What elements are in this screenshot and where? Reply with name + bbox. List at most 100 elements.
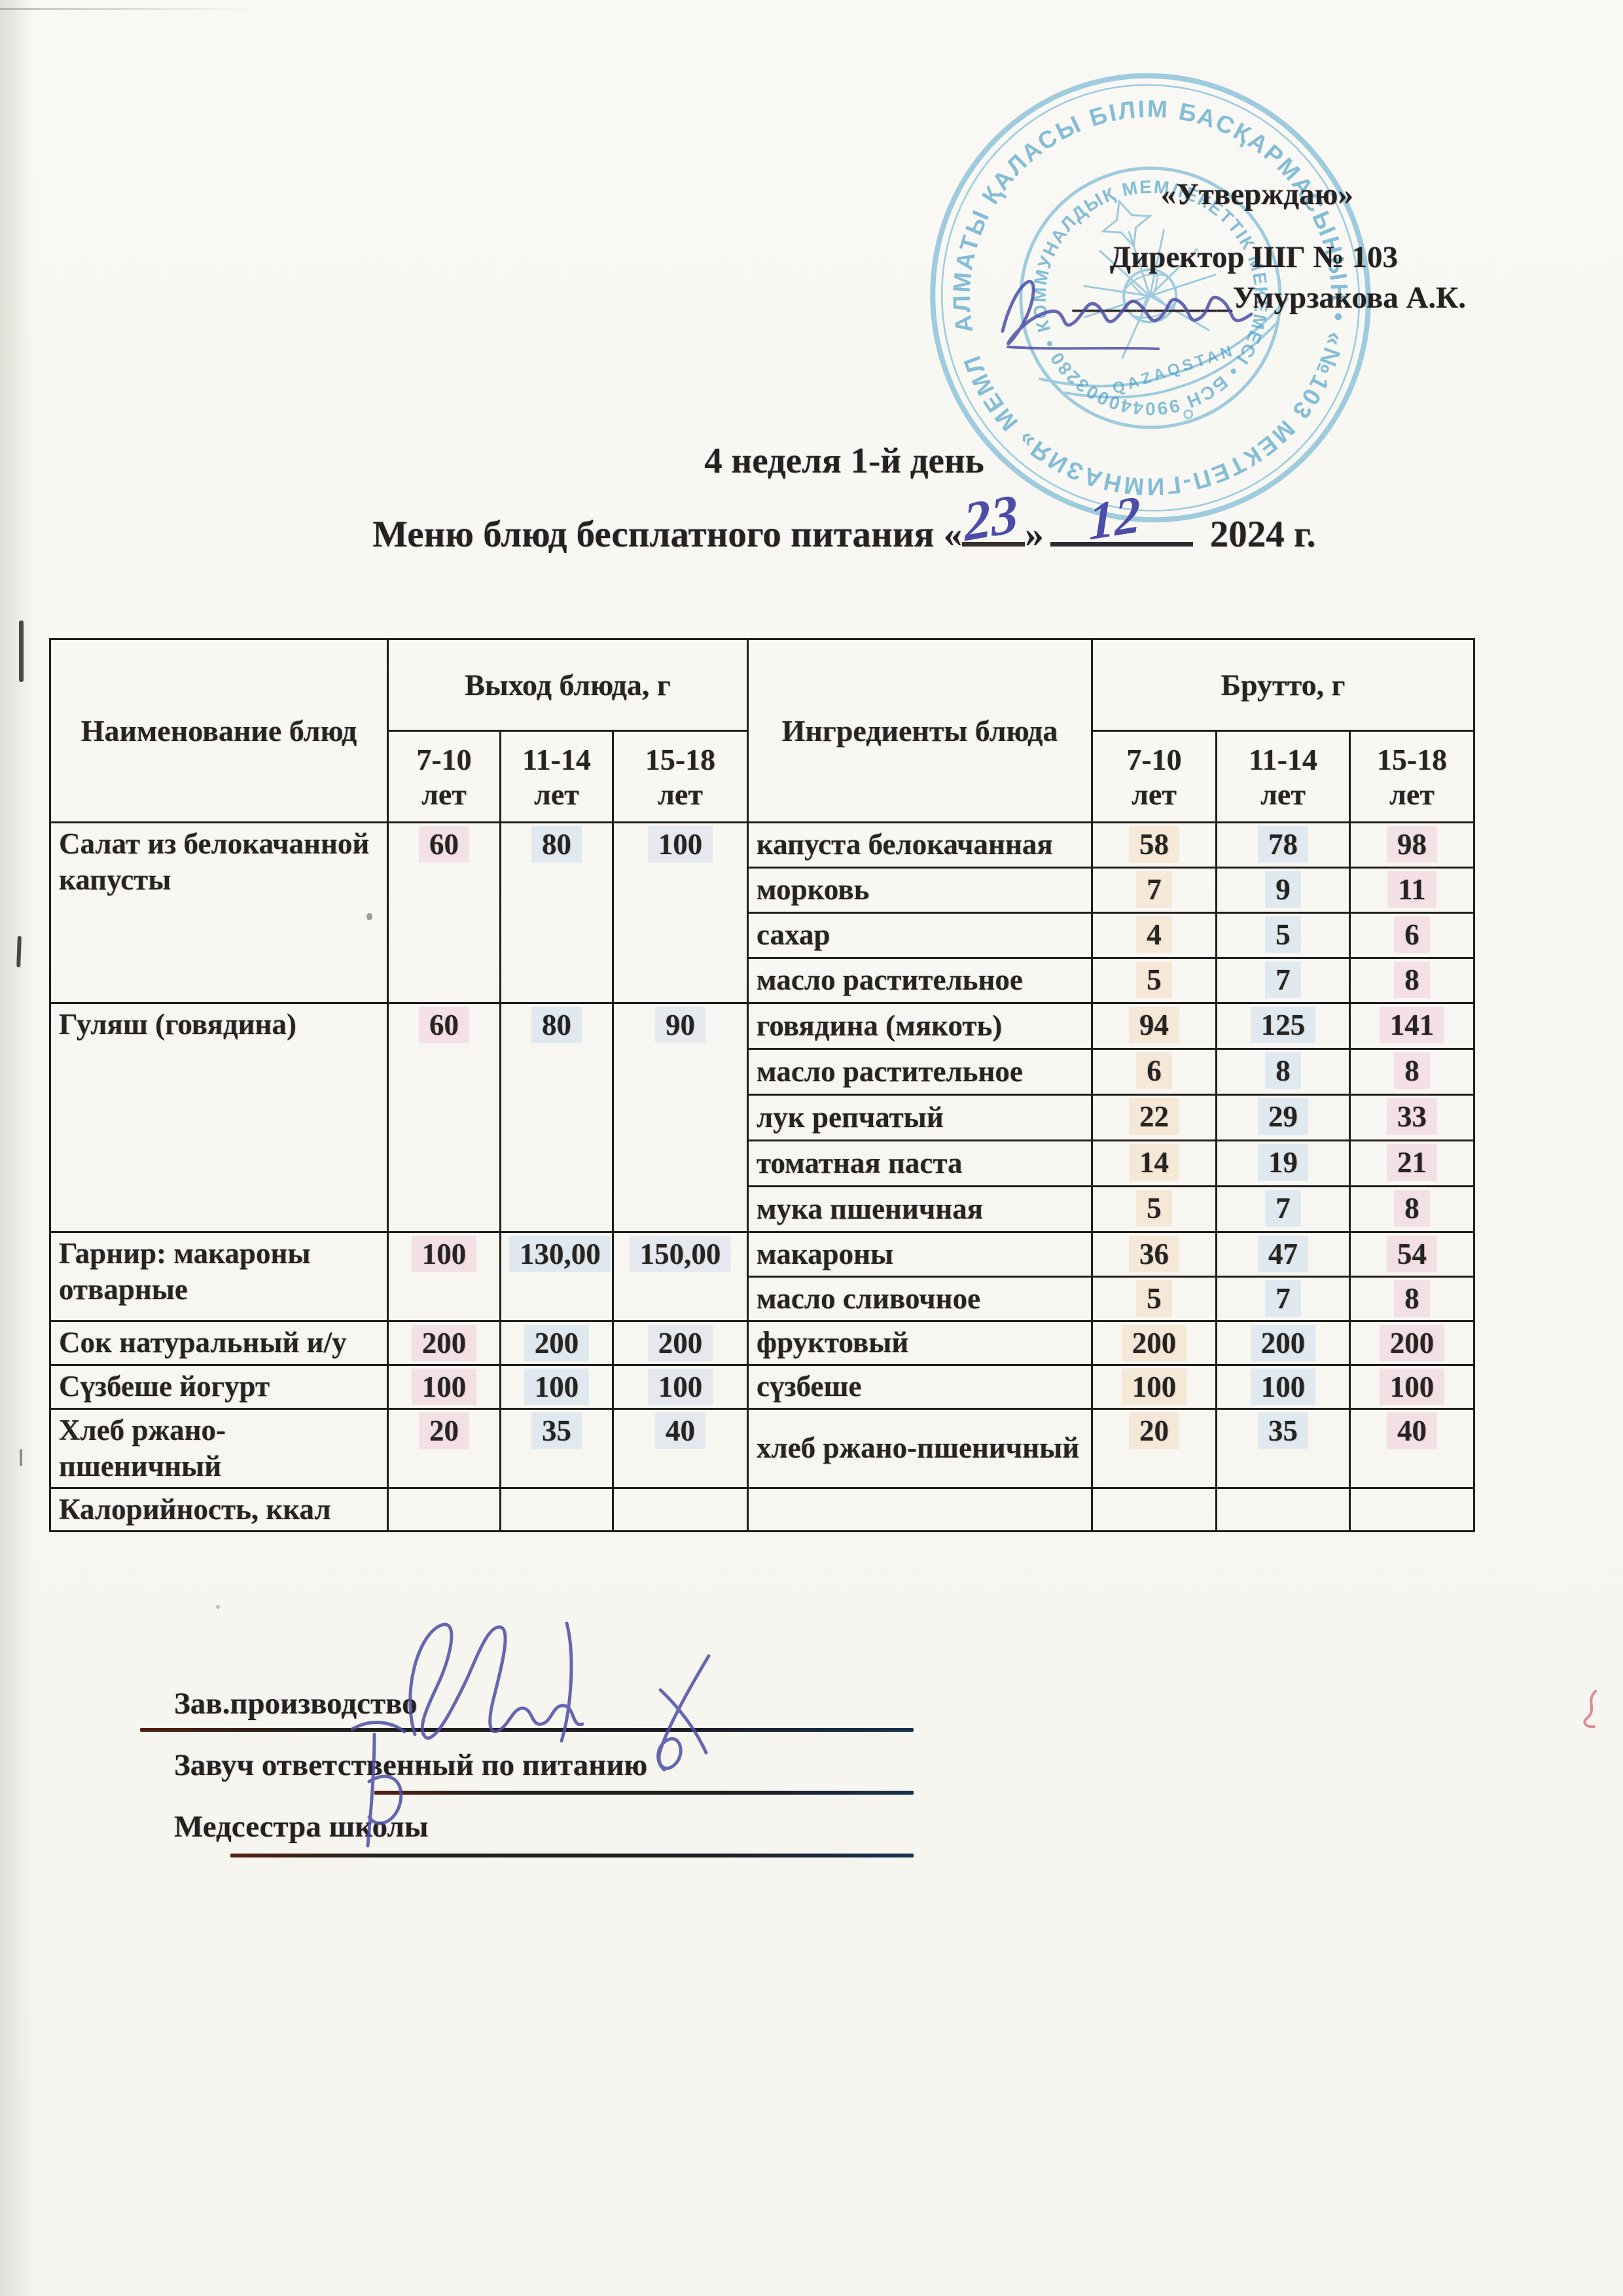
date-month-blank: 12 [1050,485,1193,552]
table-row: морковь 7 9 11 [50,867,1476,914]
brutto-value-cell: 5 [1215,912,1351,959]
brutto-value-cell: 8 [1349,1185,1476,1233]
table-header-row-2: 7-10 лет 11-14 лет 15-18 лет 7-10 лет 11… [50,730,1476,823]
table-row: масло сливочное 5 7 8 [50,1276,1476,1322]
header-age-11-14: 11-14 лет [1215,730,1351,823]
ingredient-name-cell: масло сливочное [747,1276,1094,1322]
zav-proizvodstvo-signature [408,1621,584,1743]
header-output: Выход блюда, г [386,638,749,732]
dish-name-cell: Гуляш (говядина) [49,1002,389,1233]
header-dish-name: Наименование блюд [49,638,389,823]
brutto-value-cell [1091,1486,1218,1532]
table-row: Салат из белокачанной капусты 60 80 100 капу… [49,821,1476,1004]
header-age-7-10: 7-10 лет [1091,730,1218,823]
menu-title: Меню блюд бесплатного питания «23» 12 2024… [0,483,1623,556]
signature-label: Медсестра школы [174,1810,429,1844]
table-row: лук репчатый 22 29 33 [50,1094,1476,1141]
header-brutto: Брутто, г [1091,638,1476,732]
brutto-value-cell: 100 [1215,1364,1351,1410]
director-name: Умурзакова А.К. [1232,281,1466,315]
signature-underline [230,1854,914,1857]
table-row: Сок натуральный и/у 200 200 200 фруктовый 200… [49,1320,1476,1366]
dish-name-cell: Сок натуральный и/у [49,1320,389,1366]
table-row: томатная паста 14 19 21 [50,1139,1476,1187]
dish-name-cell: Калорийность, ккал [49,1486,389,1532]
brutto-value-cell: 35 [1215,1408,1351,1489]
scan-artifact-dash [20,1449,22,1466]
brutto-value-cell: 54 [1349,1231,1476,1278]
brutto-value-cell: 100 [1091,1364,1218,1410]
table-row: сахар 4 5 6 [50,912,1476,959]
ingredient-name-cell: капуста белокачанная [747,821,1094,869]
signature-row: Завуч ответственный по питанию [174,1748,647,1783]
ingredient-name-cell: масло растительное [747,957,1094,1004]
header-age-15-18: 15-18 лет [1349,730,1476,823]
dish-output-cell: 20 [387,1408,501,1489]
ingredient-name-cell: сүзбеше [747,1364,1094,1410]
brutto-value-cell: 9 [1215,867,1351,914]
brutto-value-cell: 14 [1091,1139,1218,1187]
ingredient-name-cell: мука пшеничная [747,1185,1094,1233]
dish-output-cell: 150,00 [611,1231,749,1322]
handwritten-month: 12 [1088,485,1141,552]
ingredient-name-cell: морковь [747,867,1094,914]
dish-output-cell [611,1486,749,1532]
signature-underline [374,1791,914,1795]
brutto-value-cell: 36 [1091,1231,1218,1278]
signature-row: Зав.производство [174,1686,418,1721]
brutto-value-cell: 20 [1091,1408,1218,1489]
brutto-value-cell: 8 [1349,957,1476,1004]
dish-output-cell: 130,00 [499,1231,614,1322]
ingredient-name-cell: томатная паста [747,1139,1094,1187]
brutto-value-cell: 7 [1215,957,1351,1004]
dish-output-cell: 100 [611,1364,749,1410]
brutto-value-cell [1349,1486,1476,1532]
brutto-value-cell: 11 [1349,867,1476,914]
director-name-line: __________Умурзакова А.К. [916,280,1466,315]
scan-speck [216,1605,220,1609]
brutto-value-cell: 5 [1091,1276,1218,1322]
brutto-value-cell: 29 [1215,1094,1351,1141]
ingredient-name-cell: масло растительное [747,1048,1094,1096]
date-day-blank: 23 [962,483,1026,553]
dish-output-cell: 60 [387,821,501,1004]
dish-output-cell: 60 [387,1002,501,1233]
table-row: Хлеб ржано-пшеничный 20 35 40 хлеб ржано-пше… [49,1408,1476,1489]
brutto-value-cell: 6 [1091,1048,1218,1096]
table-row: Гарнир: макароны отварные 100 130,00 150,00… [49,1231,1476,1322]
dish-output-cell [387,1486,501,1532]
brutto-value-cell: 200 [1215,1320,1351,1366]
menu-title-close-quote: » [1025,514,1044,555]
brutto-value-cell: 22 [1091,1094,1218,1141]
menu-title-prefix: Меню блюд бесплатного питания « [372,514,963,555]
brutto-value-cell: 5 [1091,1185,1218,1233]
brutto-value-cell: 21 [1349,1139,1476,1187]
brutto-value-cell: 94 [1091,1002,1218,1050]
ingredient-name-cell: хлеб ржано-пшеничный [747,1408,1094,1489]
scan-artifact-dash [19,620,24,682]
approve-label: «Утверждаю» [1160,177,1353,211]
dish-output-cell [499,1486,614,1532]
brutto-value-cell: 47 [1215,1231,1351,1278]
ingredient-name-cell: фруктовый [747,1320,1094,1366]
brutto-value-cell: 5 [1091,957,1218,1004]
header-age-7-10: 7-10 лет [387,730,501,823]
director-title: Директор ШГ № 103 [1109,240,1398,274]
brutto-value-cell: 40 [1349,1408,1476,1489]
medsestra-signature [350,1721,406,1848]
brutto-value-cell: 33 [1349,1094,1476,1141]
dish-output-cell: 100 [387,1364,501,1410]
menu-title-year: 2024 г. [1209,514,1316,555]
dish-output-cell: 200 [611,1320,749,1366]
ingredient-name-cell: сахар [747,912,1094,959]
handwritten-day: 23 [961,482,1020,554]
dish-output-cell: 200 [499,1320,614,1366]
table-row: Гуляш (говядина) 60 80 90 говядина (мякоть) 9… [49,1002,1476,1233]
ingredient-name-cell: макароны [747,1231,1094,1278]
director-signature [1001,279,1253,350]
menu-table-body: Салат из белокачанной капусты 60 80 100 капу… [49,821,1476,1532]
zavuch-signature [656,1654,711,1772]
dish-output-cell: 80 [499,821,614,1004]
table-row: масло растительное 6 8 8 [50,1048,1476,1096]
